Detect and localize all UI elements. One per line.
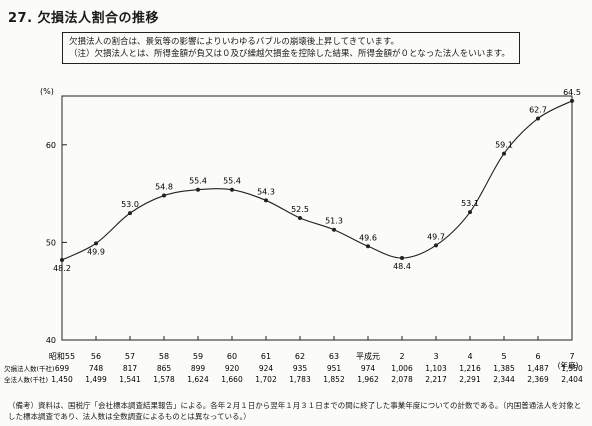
data-label: 54.8 [155, 183, 173, 192]
description-box: 欠損法人の割合は、景気等の影響によりいわゆるバブルの崩壊後上昇してきています。 … [62, 32, 520, 64]
data-label: 64.5 [563, 88, 581, 97]
data-point [196, 187, 200, 192]
data-label: 52.5 [291, 205, 309, 214]
table-cell: 1,487 [527, 364, 549, 373]
table-cell: 1,702 [255, 375, 277, 384]
table-row-label: 全法人数(千社) [4, 375, 48, 384]
data-label: 48.4 [393, 262, 411, 271]
table-cell: 2,078 [391, 375, 413, 384]
table-cell: 2,404 [561, 375, 583, 384]
x-tick-label: 3 [433, 352, 438, 361]
y-tick-label: 40 [46, 336, 56, 345]
table-cell: 2,369 [527, 375, 549, 384]
series-line [61, 100, 573, 261]
data-point [60, 257, 64, 262]
data-point [366, 244, 370, 249]
source-footnote: （備考）資料は、国税庁「会社標本調査結果報告」による。各年２月１日から翌年１月３… [8, 401, 582, 421]
x-tick-label: 2 [399, 352, 404, 361]
x-tick-label: 59 [193, 352, 203, 361]
description-text: 欠損法人の割合は、景気等の影響によりいわゆるバブルの崩壊後上昇してきています。 [69, 37, 399, 47]
y-tick-label: 50 [46, 238, 56, 247]
page-title: 27. 欠損法人割合の推移 [8, 11, 160, 26]
data-label: 51.3 [325, 217, 343, 226]
x-tick-label: 7 [569, 352, 574, 361]
table-cell: 899 [191, 364, 206, 373]
table-cell: 1,216 [459, 364, 481, 373]
data-point [536, 116, 540, 121]
table-cell: 699 [55, 364, 70, 373]
y-axis-label: (%) [40, 87, 54, 96]
table-cell: 1,541 [119, 375, 141, 384]
data-label: 55.4 [223, 177, 241, 186]
table-cell: 1,006 [391, 364, 413, 373]
table-cell: 865 [157, 364, 172, 373]
data-point [94, 241, 98, 246]
data-point [128, 211, 132, 216]
table-cell: 1,385 [493, 364, 515, 373]
data-point [264, 198, 268, 203]
data-point [298, 216, 302, 220]
x-tick-label: 56 [91, 352, 101, 361]
data-label: 55.4 [189, 177, 207, 186]
y-tick-label: 60 [46, 141, 56, 150]
data-label: 59.1 [495, 141, 513, 150]
data-label: 62.7 [529, 105, 547, 114]
x-tick-label: 61 [261, 352, 271, 361]
x-tick-label: 6 [535, 352, 540, 361]
x-tick-label: 62 [295, 352, 305, 361]
data-point [162, 193, 166, 198]
table-cell: 2,291 [459, 375, 481, 384]
table-cell: 1,499 [85, 375, 107, 384]
table-cell: 2,217 [425, 375, 447, 384]
data-point [400, 256, 404, 261]
x-tick-label: 58 [159, 352, 169, 361]
data-point [570, 98, 574, 103]
data-label: 54.3 [257, 187, 275, 196]
x-axis-unit-label: (年度) [558, 360, 579, 370]
table-cell: 974 [361, 364, 376, 373]
data-point [468, 210, 472, 215]
data-point [332, 227, 336, 232]
table-cell: 748 [89, 364, 104, 373]
table-cell: 2,344 [493, 375, 515, 384]
table-cell: 1,578 [153, 375, 175, 384]
plot-frame [61, 95, 573, 341]
table-row-label: 欠損法人数(千社) [4, 364, 55, 373]
data-label: 49.7 [427, 232, 445, 241]
data-point [502, 151, 506, 156]
x-tick-label: 60 [227, 352, 237, 361]
data-point [434, 243, 438, 248]
data-label: 53.0 [121, 200, 139, 209]
table-cell: 1,450 [51, 375, 73, 384]
table-cell: 1,103 [425, 364, 447, 373]
table-cell: 817 [123, 364, 138, 373]
data-label: 49.6 [359, 233, 377, 242]
table-cell: 951 [327, 364, 342, 373]
data-label: 49.9 [87, 247, 105, 256]
table-cell: 920 [225, 364, 240, 373]
table-cell: 1,783 [289, 375, 311, 384]
definition-note: （注）欠損法人とは、所得金額が負又は０及び繰越欠損金を控除した結果、所得金額が０… [69, 49, 510, 59]
x-tick-label: 昭和55 [49, 352, 75, 361]
data-point [230, 187, 234, 192]
table-cell: 1,660 [221, 375, 243, 384]
table-cell: 1,962 [357, 375, 379, 384]
table-cell: 924 [259, 364, 274, 373]
table-cell: 1,624 [187, 375, 209, 384]
x-tick-label: 平成元 [356, 351, 380, 361]
table-cell: 935 [293, 364, 308, 373]
x-tick-label: 4 [467, 352, 472, 361]
table-cell: 1,550 [561, 364, 583, 373]
x-tick-label: 5 [501, 352, 506, 361]
data-label: 53.1 [461, 199, 479, 208]
x-tick-label: 63 [329, 352, 339, 361]
data-label: 48.2 [53, 264, 71, 273]
table-cell: 1,852 [323, 375, 345, 384]
x-tick-label: 57 [125, 352, 135, 361]
